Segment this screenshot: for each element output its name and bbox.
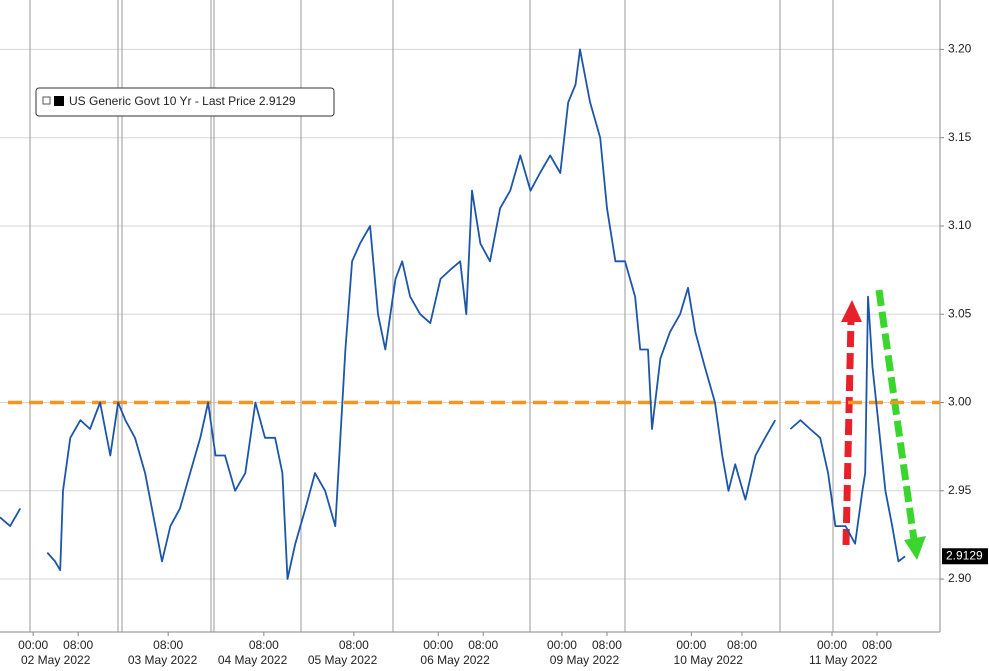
- x-tick-label: 08:00: [592, 638, 622, 652]
- annotation-arrows: [841, 289, 926, 560]
- x-tick-label: 08:00: [249, 638, 279, 652]
- legend-label: US Generic Govt 10 Yr - Last Price 2.912…: [69, 94, 296, 108]
- x-tick-label: 00:00: [817, 638, 847, 652]
- y-tick-label: 3.05: [948, 306, 972, 320]
- y-tick-label: 2.90: [948, 571, 972, 585]
- date-label: 11 May 2022: [809, 653, 878, 667]
- legend-last-value: 2.9129: [259, 94, 296, 108]
- x-tick-label: 08:00: [339, 638, 369, 652]
- date-label: 09 May 2022: [550, 653, 620, 667]
- y-tick-label: 3.20: [948, 42, 972, 56]
- last-value-label: 2.9129: [946, 548, 983, 562]
- last-value-tag: [942, 548, 988, 565]
- date-label: 04 May 2022: [218, 653, 288, 667]
- legend-series-name: US Generic Govt 10 Yr - Last Price: [69, 94, 256, 108]
- y-tick-label: 3.00: [948, 395, 972, 409]
- green-arrow-shaft: [875, 289, 918, 541]
- x-tick-label: 00:00: [423, 638, 453, 652]
- x-tick-label: 08:00: [153, 638, 183, 652]
- y-tick-label: 3.15: [948, 130, 972, 144]
- x-tick-label: 00:00: [676, 638, 706, 652]
- x-tick-label: 08:00: [727, 638, 757, 652]
- price-line: [0, 48, 906, 580]
- legend-swatch: [54, 96, 64, 106]
- y-tick-label: 2.95: [948, 483, 972, 497]
- date-label: 05 May 2022: [308, 653, 378, 667]
- date-label: 10 May 2022: [674, 653, 744, 667]
- legend-box: [35, 87, 335, 117]
- date-label: 02 May 2022: [21, 653, 91, 667]
- legend: US Generic Govt 10 Yr - Last Price 2.912…: [35, 87, 335, 117]
- x-tick-label: 08:00: [468, 638, 498, 652]
- legend-toggle[interactable]: [42, 96, 51, 105]
- x-tick-label: 00:00: [547, 638, 577, 652]
- y-tick-label: 3.10: [948, 218, 972, 232]
- x-tick-label: 00:00: [18, 638, 48, 652]
- red-arrow-head: [841, 300, 862, 322]
- date-label: 03 May 2022: [128, 653, 198, 667]
- x-tick-label: 08:00: [862, 638, 892, 652]
- red-arrow-shaft: [842, 319, 855, 546]
- x-tick-label: 08:00: [63, 638, 93, 652]
- green-arrow-head: [904, 536, 926, 560]
- date-label: 06 May 2022: [420, 653, 490, 667]
